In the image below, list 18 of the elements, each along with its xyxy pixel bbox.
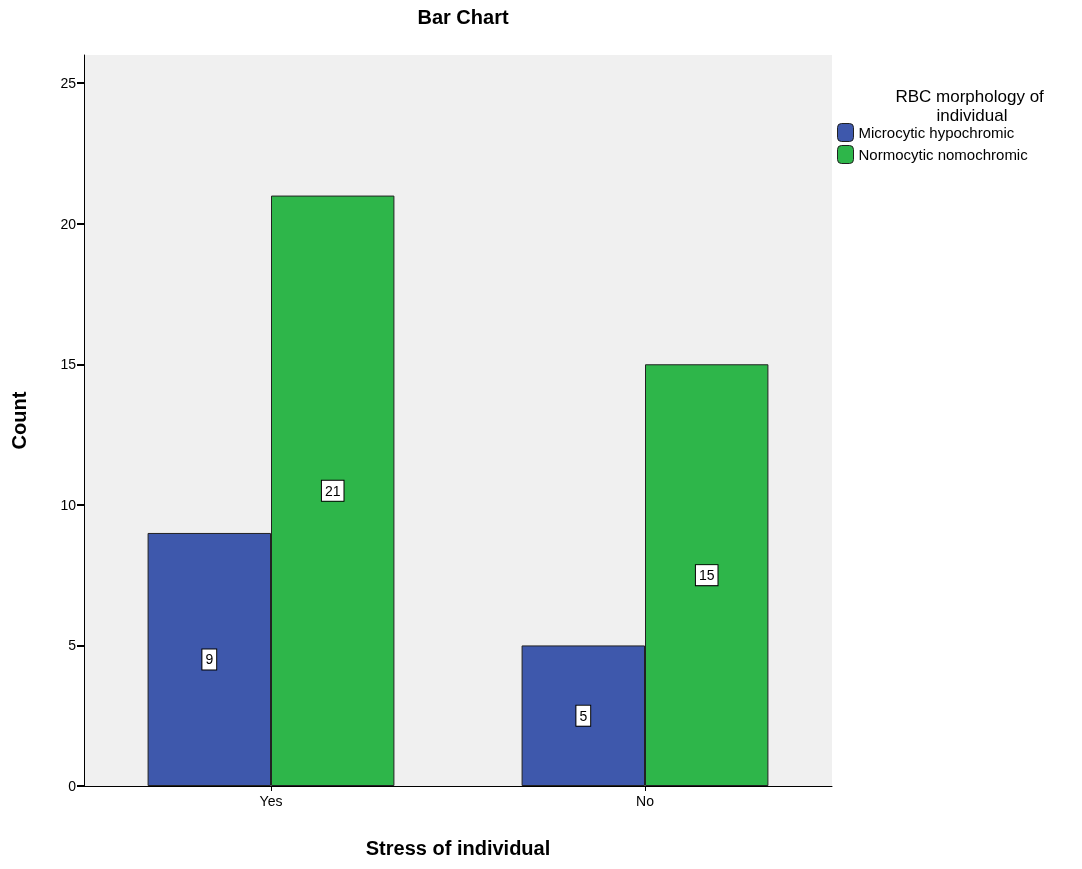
y-tick-label: 5 [68,637,77,654]
data-label: 15 [698,567,715,584]
y-axis-title: Count [8,391,30,450]
y-tick-label: 0 [68,778,77,794]
legend-title: RBC morphology of individual [895,87,1049,125]
x-tick-label: Yes [259,793,283,809]
y-tick-label: 15 [60,356,77,373]
x-tick-label: No [636,793,655,809]
legend-label: Microcytic hypochromic [858,124,1015,141]
y-tick-label: 10 [60,496,77,513]
chart-title: Bar Chart [417,6,509,28]
y-tick-label: 25 [60,75,77,92]
data-label: 21 [324,482,341,499]
y-tick-label: 20 [60,215,77,232]
legend-label: Normocytic nomochromic [858,146,1029,163]
data-label: 9 [205,651,214,668]
data-label: 5 [579,707,588,724]
x-axis-title: Stress of individual [365,837,551,859]
